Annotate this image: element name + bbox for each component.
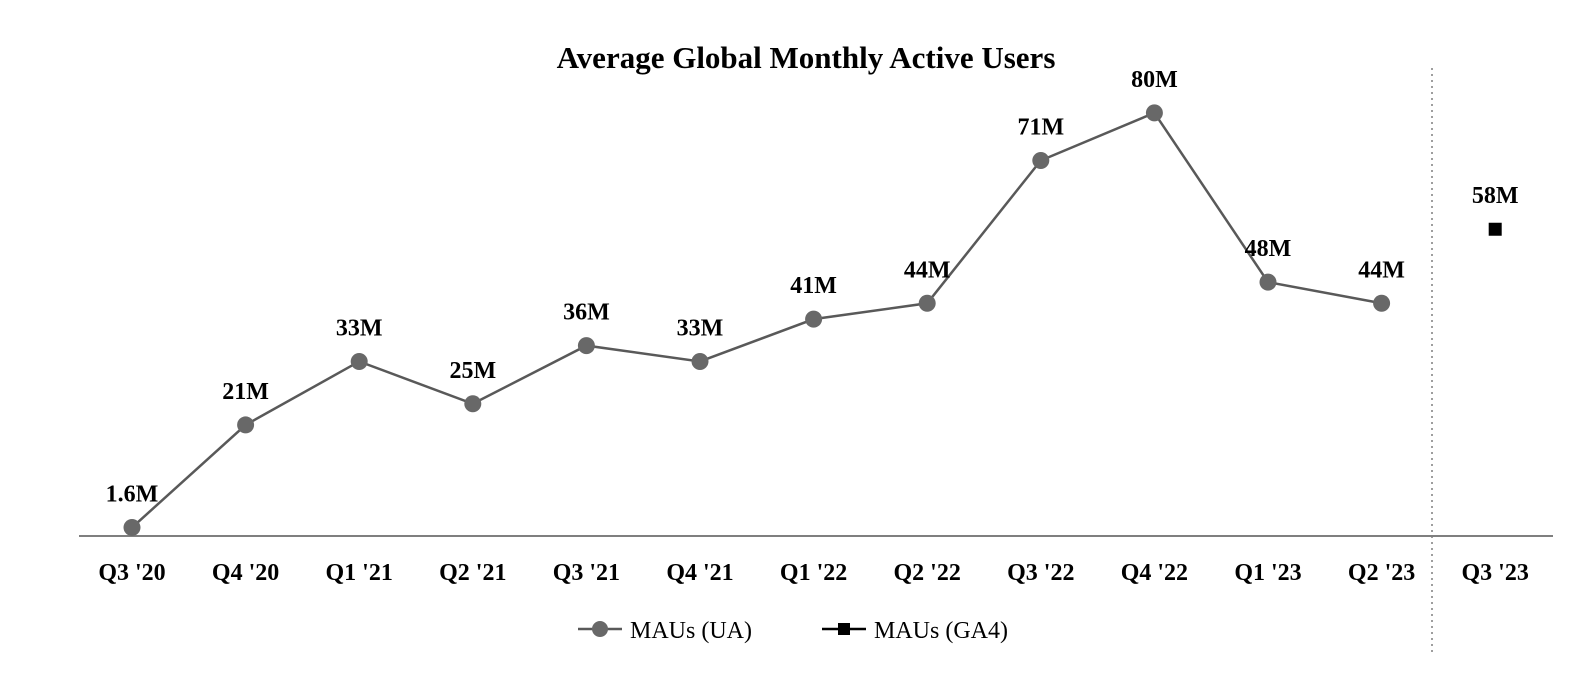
x-tick-label-q2-23: Q2 '23	[1348, 560, 1415, 586]
data-point-maus-ga4-q3-23	[1488, 222, 1502, 236]
data-label-maus-ua-q3-20: 1.6M	[106, 482, 159, 508]
data-point-maus-ua-q1-22	[805, 310, 823, 328]
data-point-maus-ua-q1-23	[1259, 273, 1277, 291]
series-maus-ga4: 58M	[1472, 183, 1519, 236]
data-label-maus-ua-q2-21: 25M	[449, 358, 496, 384]
data-point-maus-ua-q2-22	[918, 294, 936, 312]
data-label-maus-ua-q3-22: 71M	[1017, 114, 1064, 140]
x-tick-label-q3-22: Q3 '22	[1007, 560, 1074, 586]
data-point-maus-ua-q2-23	[1373, 294, 1391, 312]
data-point-maus-ua-q2-21	[464, 395, 482, 413]
x-tick-label-q2-22: Q2 '22	[894, 560, 961, 586]
x-tick-labels: Q3 '20 Q4 '20 Q1 '21 Q2 '21 Q3 '21 Q4 '21 Q1 '…	[98, 560, 1529, 586]
data-label-maus-ga4-q3-23: 58M	[1472, 183, 1519, 209]
chart-title: Average Global Monthly Active Users	[557, 40, 1056, 75]
legend: MAUs (UA) MAUs (GA4)	[578, 618, 1008, 644]
series-line-maus-ua	[131, 111, 1382, 529]
legend-item-maus-ua: MAUs (UA)	[578, 618, 752, 644]
data-label-maus-ua-q1-22: 41M	[790, 273, 837, 299]
data-label-maus-ua-q4-21: 33M	[677, 315, 724, 341]
legend-label-maus-ua: MAUs (UA)	[630, 618, 752, 644]
legend-item-maus-ga4: MAUs (GA4)	[822, 618, 1008, 644]
data-point-maus-ua-q3-21	[577, 337, 595, 355]
data-label-maus-ua-q1-21: 33M	[336, 315, 383, 341]
data-point-maus-ua-q4-20	[237, 416, 255, 434]
data-label-maus-ua-q2-23: 44M	[1358, 257, 1405, 283]
data-label-maus-ua-q4-22: 80M	[1131, 67, 1178, 93]
data-label-maus-ua-q1-23: 48M	[1245, 236, 1292, 262]
series-maus-ua: 1.6M 21M 33M 25M 36M 33M 41M 44M 71M 80M 48M 44M	[106, 67, 1405, 537]
legend-marker-maus-ua	[592, 621, 608, 637]
x-tick-label-q4-20: Q4 '20	[212, 560, 279, 586]
x-tick-label-q1-22: Q1 '22	[780, 560, 847, 586]
x-tick-label-q3-20: Q3 '20	[98, 560, 165, 586]
data-label-maus-ua-q4-20: 21M	[222, 379, 269, 405]
legend-marker-maus-ga4	[838, 623, 850, 635]
x-tick-label-q2-21: Q2 '21	[439, 560, 506, 586]
data-label-maus-ua-q3-21: 36M	[563, 300, 610, 326]
data-point-maus-ua-q4-21	[691, 352, 709, 370]
x-tick-label-q3-23: Q3 '23	[1462, 560, 1529, 586]
data-point-maus-ua-q4-22	[1145, 104, 1163, 122]
data-point-maus-ua-q3-22	[1032, 151, 1050, 169]
data-point-maus-ua-q3-20	[123, 519, 141, 537]
data-point-maus-ua-q1-21	[350, 352, 368, 370]
x-tick-label-q3-21: Q3 '21	[553, 560, 620, 586]
x-tick-label-q1-23: Q1 '23	[1234, 560, 1301, 586]
series-layer: 1.6M 21M 33M 25M 36M 33M 41M 44M 71M 80M 48M 44M 58M	[106, 67, 1519, 537]
data-label-maus-ua-q2-22: 44M	[904, 257, 951, 283]
x-tick-label-q4-21: Q4 '21	[666, 560, 733, 586]
legend-label-maus-ga4: MAUs (GA4)	[874, 618, 1008, 644]
x-tick-label-q1-21: Q1 '21	[326, 560, 393, 586]
x-tick-label-q4-22: Q4 '22	[1121, 560, 1188, 586]
